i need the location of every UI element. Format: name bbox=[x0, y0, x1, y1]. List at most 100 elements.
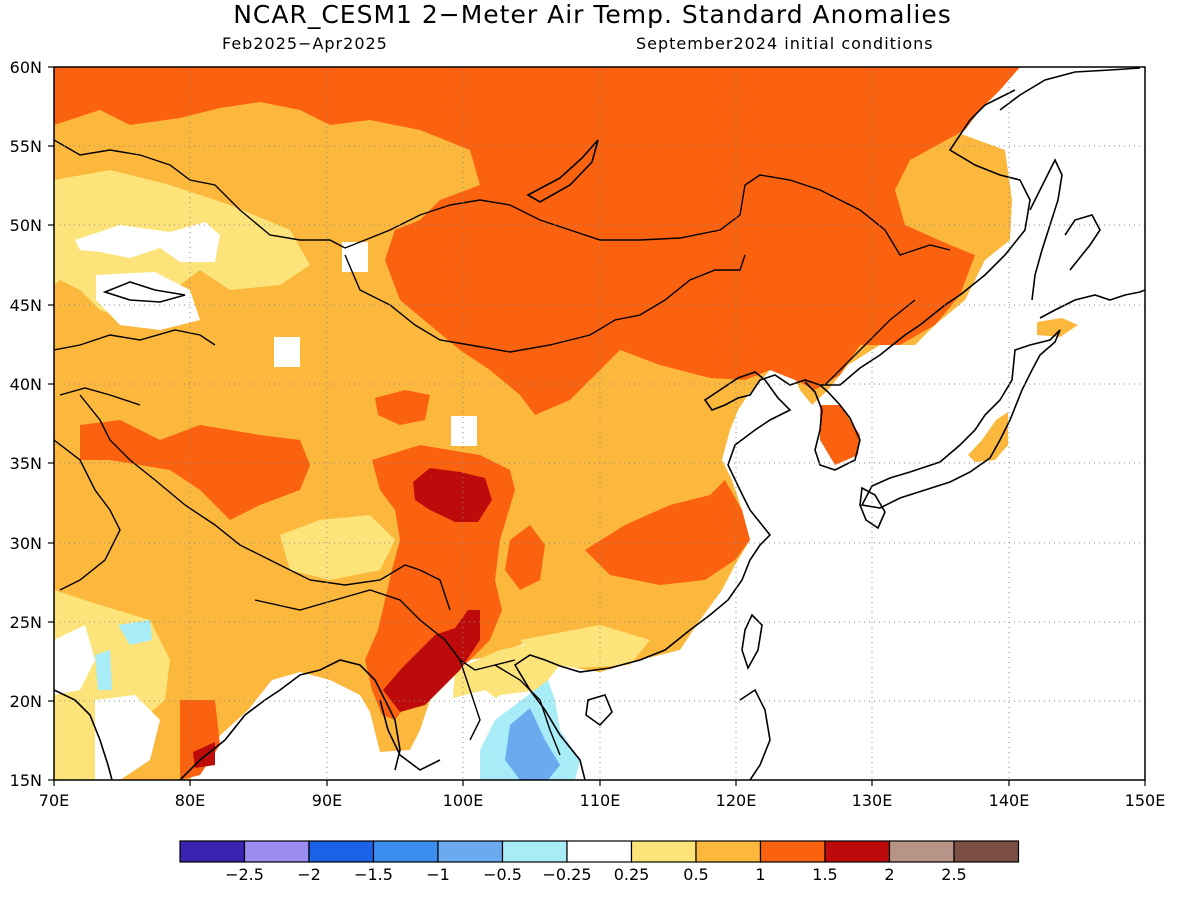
land-anomaly-japan bbox=[968, 412, 1008, 462]
weak-anomaly-indochina bbox=[450, 640, 560, 740]
lon-label: 120E bbox=[716, 791, 757, 810]
russia-mongolia-china-border bbox=[344, 174, 951, 256]
cool-anomaly-vietnam-mid bbox=[505, 708, 560, 780]
indochina-borders bbox=[444, 639, 561, 756]
very-strong-anomaly-myanmar bbox=[383, 610, 480, 712]
land-anomaly-hokkaido bbox=[1037, 318, 1078, 337]
china-korea-border bbox=[824, 299, 916, 386]
kyushu-coast bbox=[859, 486, 886, 530]
cool-anomaly-india-south bbox=[95, 650, 112, 690]
lat-label: 50N bbox=[10, 216, 42, 235]
colorbar-label: 0.5 bbox=[683, 865, 708, 884]
taiwan-coast bbox=[741, 613, 763, 670]
colorbar-swatch bbox=[308, 840, 375, 863]
china-east-coast bbox=[513, 89, 1031, 780]
colorbar-swatch bbox=[953, 840, 1020, 863]
colorbar-swatch bbox=[824, 840, 891, 863]
neutral-pixel-tianshan bbox=[274, 337, 300, 367]
colorbar-swatch bbox=[501, 840, 568, 863]
lon-label: 90E bbox=[312, 791, 342, 810]
colorbar-swatch bbox=[888, 840, 955, 863]
lat-label: 20N bbox=[10, 692, 42, 711]
strong-anomaly-west-china bbox=[80, 420, 310, 520]
hokkaido-coast bbox=[1039, 289, 1145, 319]
colorbar-label: −0.25 bbox=[542, 865, 591, 884]
india-west-coast bbox=[54, 689, 113, 780]
strong-anomaly-siberia bbox=[54, 67, 1020, 415]
lat-label: 35N bbox=[10, 454, 42, 473]
weak-anomaly-south-china bbox=[520, 625, 650, 668]
mongolia-china-border bbox=[344, 254, 746, 353]
lat-label: 25N bbox=[10, 613, 42, 632]
sakhalin-coast bbox=[1029, 158, 1063, 301]
lat-label: 15N bbox=[10, 771, 42, 790]
colorbar-swatch bbox=[695, 840, 762, 863]
lat-label: 30N bbox=[10, 534, 42, 553]
colorbar-swatch bbox=[179, 840, 246, 863]
colorbar-label: −2 bbox=[297, 865, 321, 884]
strong-anomaly-yunnan bbox=[505, 525, 545, 590]
colorbar: −2.5 −2 −1.5 −1 −0.5 −0.25 0.25 0.5 1 1.5 2 2.5 bbox=[179, 840, 1020, 884]
weak-anomaly-tibet bbox=[280, 515, 395, 580]
colorbar-label: −1.5 bbox=[354, 865, 393, 884]
myanmar-coast bbox=[379, 699, 441, 771]
colorbar-swatch bbox=[372, 840, 439, 863]
neutral-india-west bbox=[54, 625, 95, 695]
hainan-coast bbox=[585, 694, 613, 727]
colorbar-swatch bbox=[437, 840, 504, 863]
colorbar-label: 2 bbox=[884, 865, 894, 884]
russia-kazakhstan-border bbox=[54, 139, 346, 249]
colorbar-label: 1 bbox=[755, 865, 765, 884]
colorbar-label: −2.5 bbox=[225, 865, 264, 884]
lon-label: 150E bbox=[1125, 791, 1166, 810]
colorbar-label: 1.5 bbox=[812, 865, 837, 884]
japan-honshu-coast bbox=[860, 329, 1061, 509]
lon-label: 110E bbox=[580, 791, 621, 810]
lon-label: 70E bbox=[39, 791, 69, 810]
colorbar-swatch bbox=[243, 840, 310, 863]
border-layer bbox=[54, 139, 951, 756]
colorbar-swatch bbox=[566, 840, 633, 863]
strong-anomaly-tarim bbox=[375, 390, 430, 425]
colorbar-label: −0.5 bbox=[483, 865, 522, 884]
colorbar-label: 2.5 bbox=[941, 865, 966, 884]
lat-label: 55N bbox=[10, 137, 42, 156]
anomaly-field bbox=[54, 67, 1145, 780]
forecast-period: Feb2025−Apr2025 bbox=[222, 34, 388, 53]
cool-anomaly-india bbox=[118, 620, 152, 645]
india-pakistan-border bbox=[54, 439, 121, 591]
coastline-layer bbox=[54, 67, 1145, 780]
lon-label: 100E bbox=[443, 791, 484, 810]
very-strong-anomaly-sichuan bbox=[413, 468, 492, 522]
colorbar-label: −1 bbox=[426, 865, 450, 884]
kamchatka-coast bbox=[1064, 214, 1101, 271]
luzon-coast bbox=[739, 688, 771, 780]
map-title: NCAR_CESM1 2−Meter Air Temp. Standard An… bbox=[233, 0, 952, 29]
neutral-india-south bbox=[95, 695, 160, 780]
south-asia-borders bbox=[254, 589, 516, 671]
colorbar-label: 0.25 bbox=[614, 865, 650, 884]
korea-coast bbox=[804, 381, 861, 471]
lon-label: 140E bbox=[989, 791, 1030, 810]
lon-label: 130E bbox=[852, 791, 893, 810]
initial-conditions: September2024 initial conditions bbox=[636, 34, 934, 53]
lat-label: 40N bbox=[10, 375, 42, 394]
okhotsk-coast bbox=[999, 67, 1141, 111]
axis-ticks bbox=[48, 66, 1146, 786]
strong-anomaly-east-china bbox=[585, 480, 750, 585]
graticule bbox=[54, 67, 1145, 780]
central-asia-borders bbox=[54, 329, 216, 406]
lake-baikal-shore bbox=[526, 139, 599, 203]
lon-label-group: 70E 80E 90E 100E 110E 120E 130E 140E 150… bbox=[39, 791, 1166, 810]
colorbar-swatch bbox=[759, 840, 826, 863]
west-china-border bbox=[79, 394, 451, 611]
india-east-coast bbox=[179, 659, 401, 780]
lat-label: 60N bbox=[10, 58, 42, 77]
lat-label: 45N bbox=[10, 296, 42, 315]
lon-label: 80E bbox=[175, 791, 205, 810]
strong-anomaly-korea bbox=[820, 405, 860, 465]
lat-label-group: 60N 55N 50N 45N 40N 35N 30N 25N 20N 15N bbox=[10, 58, 42, 790]
lake-balkhash-shore bbox=[102, 281, 186, 303]
neutral-pixel-qinghai bbox=[451, 416, 477, 446]
